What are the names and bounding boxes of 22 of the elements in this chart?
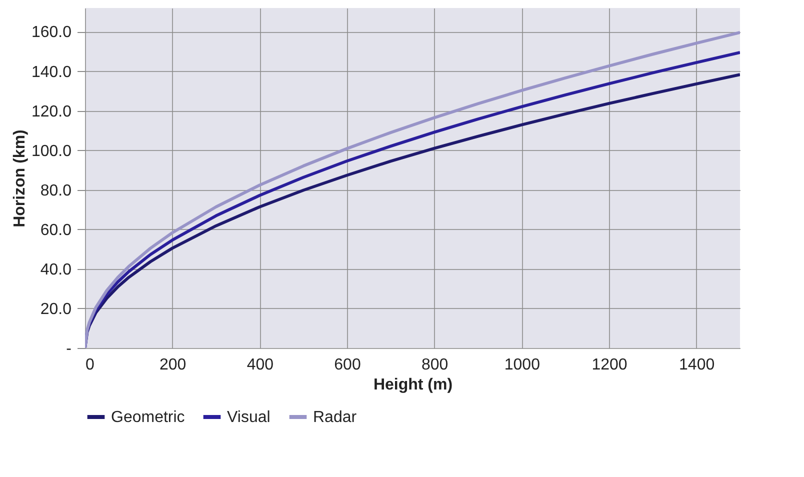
legend-label: Radar (313, 409, 358, 426)
legend-label: Geometric (111, 409, 185, 426)
x-tick-label: 0 (86, 356, 94, 374)
y-tick-label: 40.0 (40, 261, 72, 278)
y-tick-label: 120.0 (31, 103, 72, 120)
legend-label: Visual (227, 409, 270, 426)
x-tick-label: 200 (159, 356, 186, 374)
y-tick-label: 20.0 (40, 300, 72, 318)
x-axis-title: Height (m) (373, 376, 453, 394)
y-tick-label: 140.0 (31, 64, 72, 81)
x-tick-label: 400 (246, 356, 274, 374)
y-tick-label: 60.0 (40, 222, 72, 239)
y-axis-title: Horizon (km) (11, 130, 28, 228)
y-tick-label: 100.0 (31, 142, 72, 160)
y-tick-label: 80.0 (40, 182, 72, 200)
x-tick-label: 800 (421, 356, 448, 374)
x-tick-label: 600 (334, 356, 361, 374)
x-tick-label: 1000 (504, 356, 540, 374)
y-tick-label: 160.0 (31, 24, 72, 42)
x-tick-label: 1200 (592, 356, 628, 374)
y-tick-label: - (66, 340, 72, 358)
x-tick-label: 1400 (679, 356, 715, 374)
